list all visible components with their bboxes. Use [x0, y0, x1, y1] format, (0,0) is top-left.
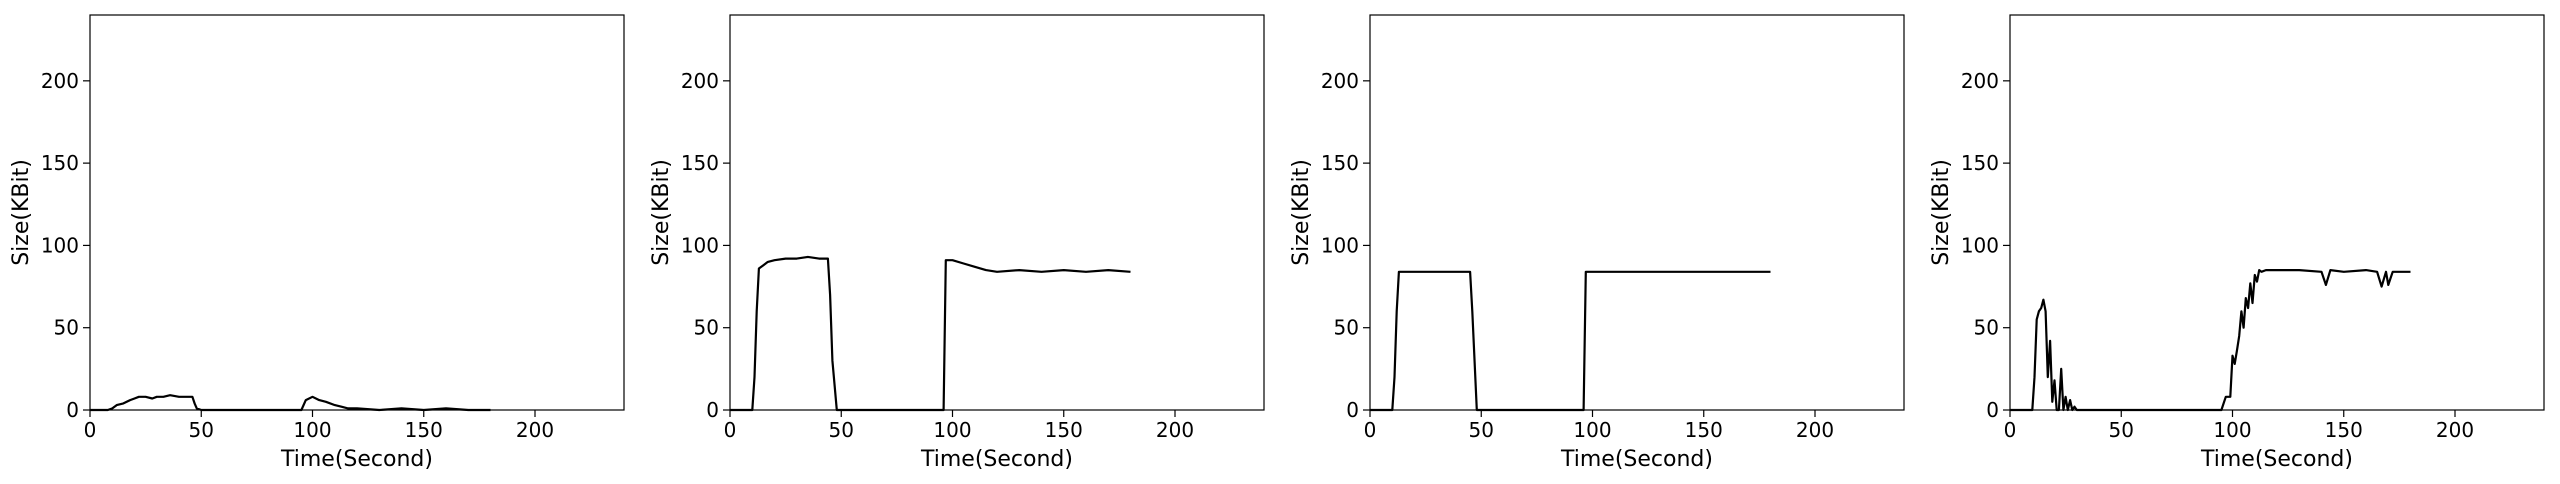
y-axis-label: Size(KBit): [649, 159, 674, 266]
chart-panel-3: 0 50 100 150 200 0 50 100 150 200 Time(Second) Size…: [1289, 14, 1905, 472]
y-tick-label: 50: [1974, 316, 1999, 340]
x-tick-label: 50: [2109, 418, 2134, 442]
chart-panel-4: 0 50 100 150 200 0 50 100 150 200 Time(Second) Size…: [1929, 14, 2545, 472]
x-tick-label: 200: [516, 418, 554, 442]
y-tick-label: 50: [694, 316, 719, 340]
x-tick-label: 200: [1796, 418, 1834, 442]
y-tick-label: 150: [681, 151, 719, 175]
y-axis-label: Size(KBit): [1289, 159, 1314, 266]
plot-frame: [89, 14, 625, 411]
series-line-1: [2010, 269, 2411, 412]
y-tick-label: 50: [1334, 316, 1359, 340]
x-tick-label: 200: [2436, 418, 2474, 442]
x-tick-label: 50: [829, 418, 854, 442]
x-tick-label: 0: [2004, 418, 2017, 442]
x-tick-label: 0: [724, 418, 737, 442]
y-tick-label: 0: [1986, 398, 1999, 422]
series-line-1: [1370, 270, 1771, 412]
x-tick-label: 50: [1469, 418, 1494, 442]
x-tick-label: 150: [2325, 418, 2363, 442]
x-tick-label: 100: [293, 418, 331, 442]
y-tick-label: 100: [1961, 233, 1999, 257]
y-axis-label: Size(KBit): [1929, 159, 1954, 266]
y-tick-label: 0: [1346, 398, 1359, 422]
chart-panel-1: 0 50 100 150 200 0 50 100 150 200 Time(Second) Size…: [9, 14, 625, 472]
x-tick-label: 100: [1573, 418, 1611, 442]
plot-frame: [729, 14, 1265, 411]
y-tick-label: 150: [1321, 151, 1359, 175]
x-tick-label: 150: [1045, 418, 1083, 442]
x-tick-label: 150: [405, 418, 443, 442]
y-tick-label: 200: [681, 69, 719, 93]
x-tick-label: 150: [1685, 418, 1723, 442]
y-tick-label: 150: [41, 151, 79, 175]
x-axis-label: Time(Second): [280, 447, 433, 472]
y-tick-label: 50: [54, 316, 79, 340]
x-tick-label: 100: [933, 418, 971, 442]
y-tick-label: 200: [1321, 69, 1359, 93]
x-tick-label: 0: [1364, 418, 1377, 442]
x-tick-label: 0: [84, 418, 97, 442]
plot-frame: [2009, 14, 2545, 411]
y-tick-label: 200: [1961, 69, 1999, 93]
x-axis-label: Time(Second): [1560, 447, 1713, 472]
plot-frame: [1369, 14, 1905, 411]
y-tick-label: 0: [66, 398, 79, 422]
x-tick-label: 50: [189, 418, 214, 442]
x-tick-label: 100: [2213, 418, 2251, 442]
y-tick-label: 100: [41, 233, 79, 257]
y-tick-label: 0: [706, 398, 719, 422]
x-axis-label: Time(Second): [2200, 447, 2353, 472]
y-tick-label: 100: [681, 233, 719, 257]
y-tick-label: 150: [1961, 151, 1999, 175]
x-axis-label: Time(Second): [920, 447, 1073, 472]
y-tick-label: 100: [1321, 233, 1359, 257]
x-tick-label: 200: [1156, 418, 1194, 442]
y-tick-label: 200: [41, 69, 79, 93]
series-line-1: [90, 394, 491, 412]
series-line-1: [730, 255, 1131, 412]
chart-panel-2: 0 50 100 150 200 0 50 100 150 200 Time(Second) Size…: [649, 14, 1265, 472]
y-axis-label: Size(KBit): [9, 159, 34, 266]
